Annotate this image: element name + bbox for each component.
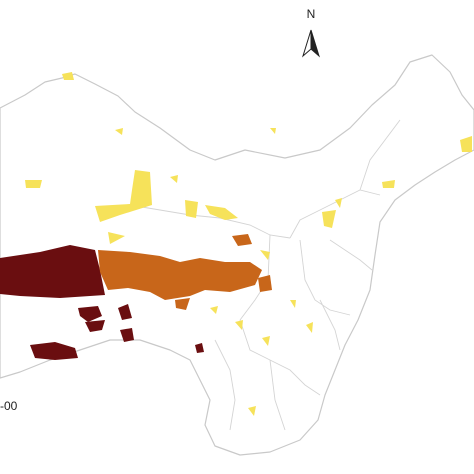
yellow-areas <box>25 72 472 416</box>
legend-label: -00 <box>0 399 18 413</box>
country-outline <box>0 54 474 456</box>
north-arrow <box>302 29 320 58</box>
orange-areas <box>98 234 272 310</box>
dark-areas <box>0 245 204 360</box>
north-label: N <box>307 7 316 21</box>
